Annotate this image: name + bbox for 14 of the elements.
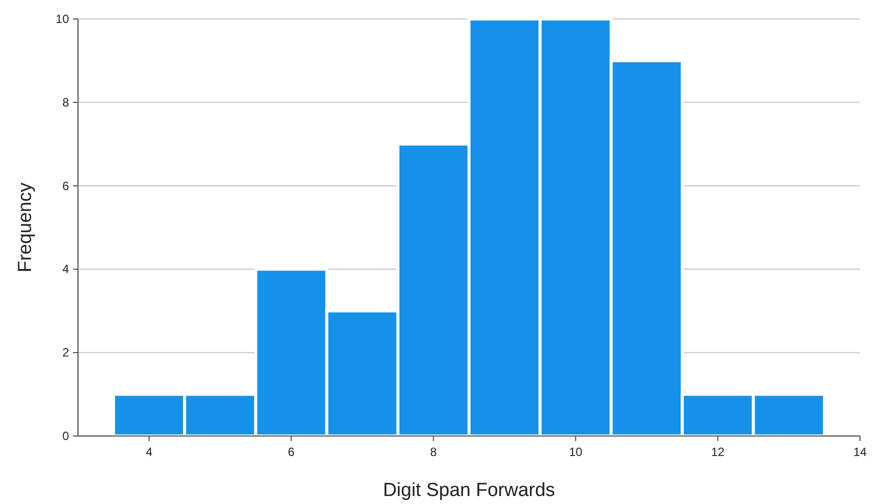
y-tick-label: 10 <box>56 12 70 26</box>
y-tick-label: 0 <box>62 429 70 443</box>
y-tick-label: 4 <box>62 262 70 276</box>
y-tick-label: 8 <box>62 95 70 110</box>
x-tick-label: 6 <box>288 445 295 459</box>
x-tick-label: 12 <box>711 445 725 459</box>
y-tick-label: 2 <box>62 346 70 360</box>
x-tick-label: 10 <box>568 445 583 459</box>
x-tick-label: 8 <box>430 445 438 459</box>
x-tick-label: 4 <box>146 445 153 459</box>
x-tick-label: 14 <box>853 445 867 459</box>
x-axis-title: Digit Span Forwards <box>382 480 556 501</box>
y-tick-label: 6 <box>62 178 70 193</box>
y-axis-title: Frequency <box>15 182 36 272</box>
